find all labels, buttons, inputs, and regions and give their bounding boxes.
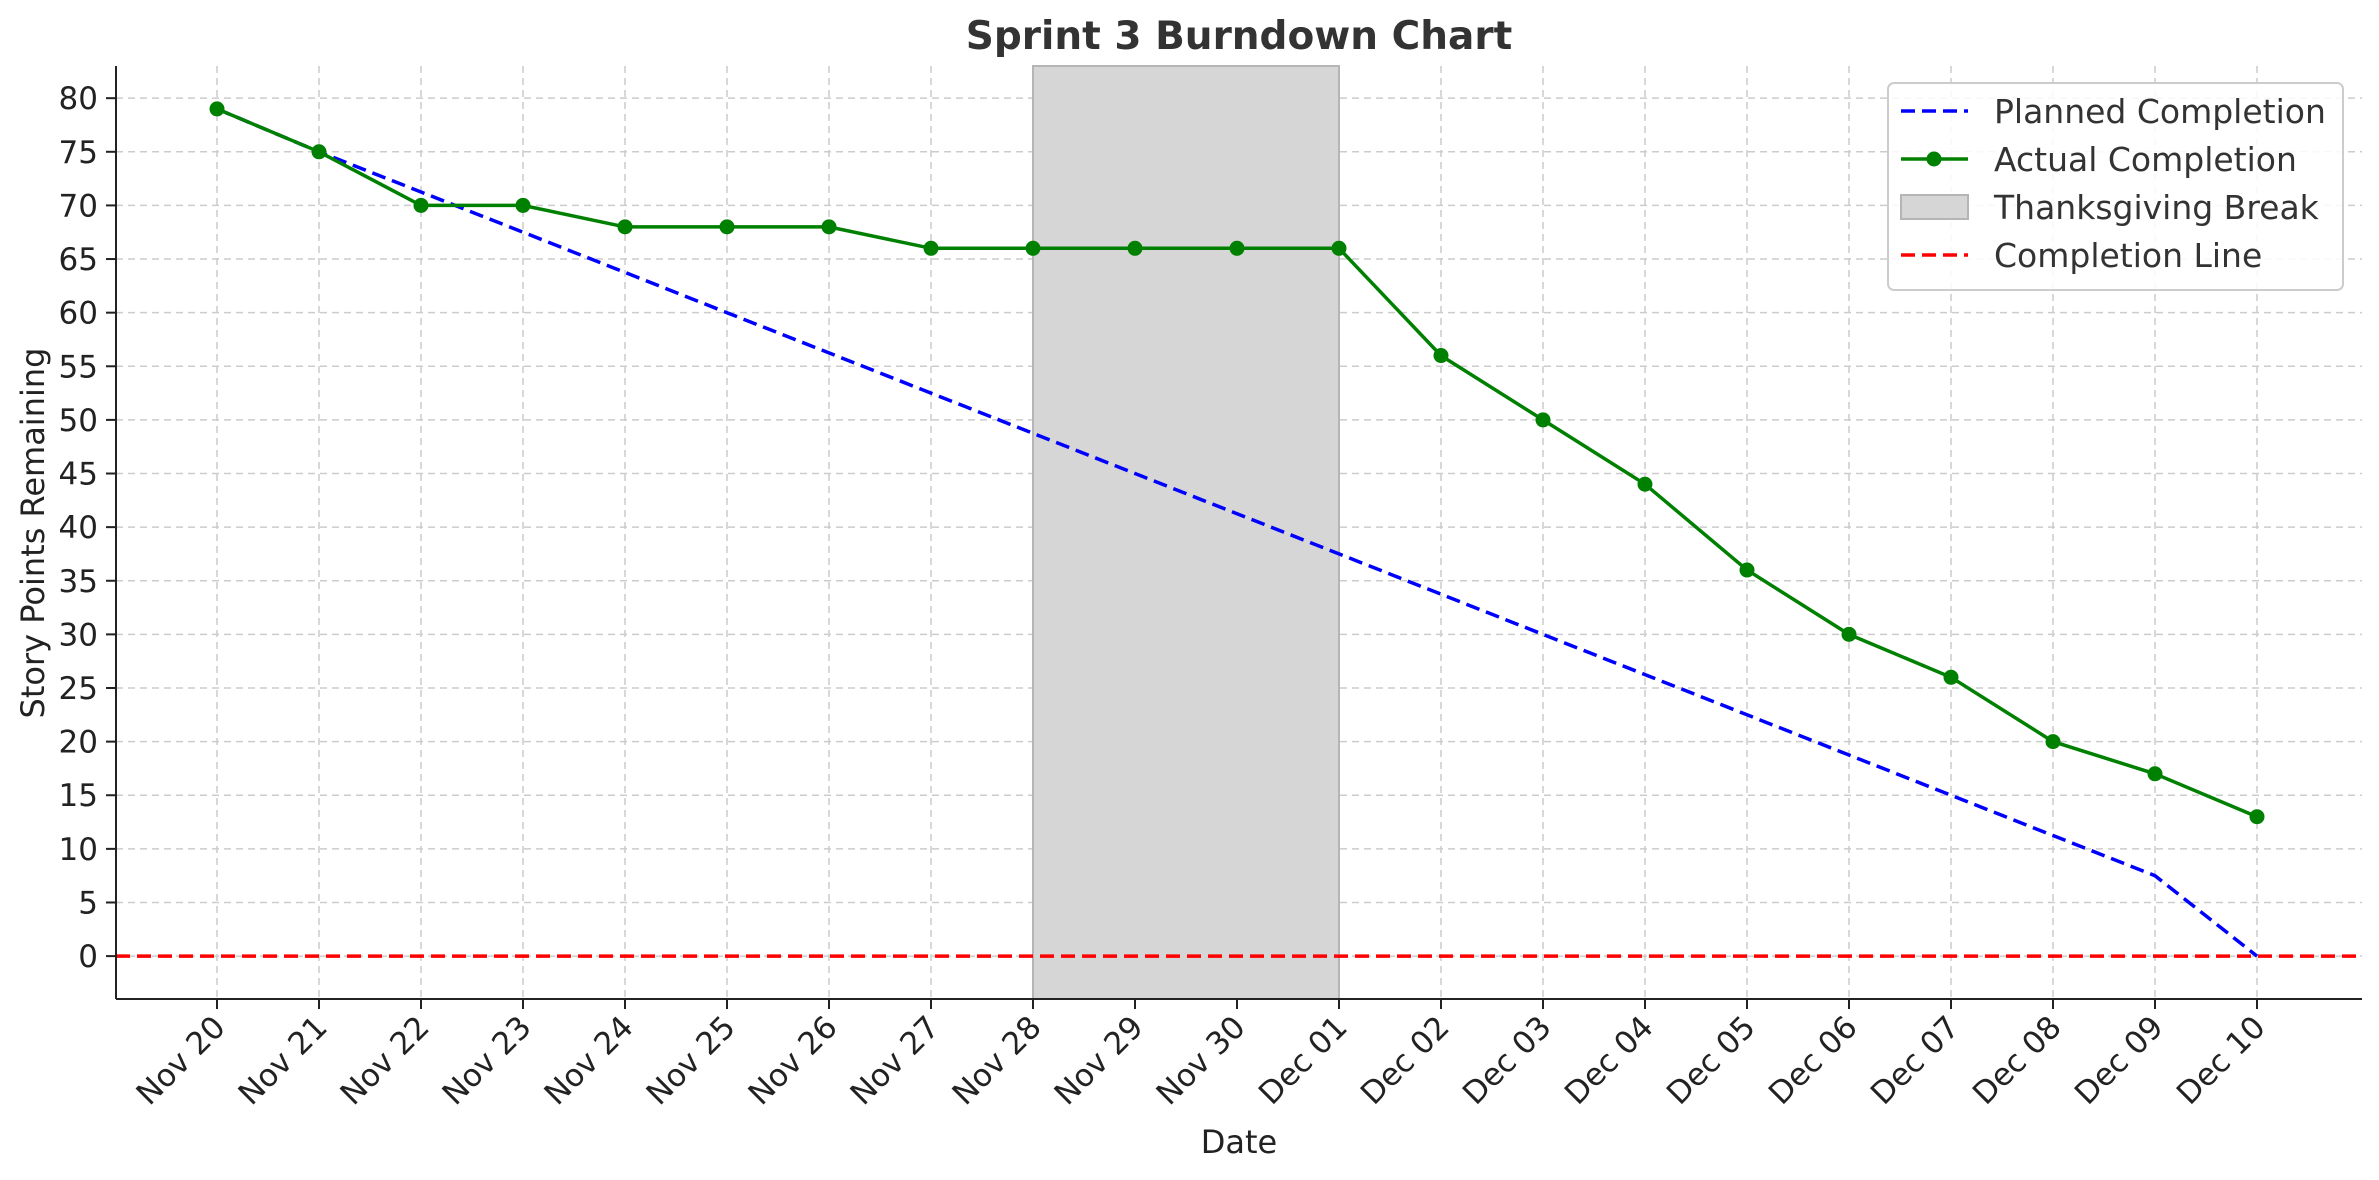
legend-swatch-marker: [1926, 151, 1942, 167]
y-axis-ticks: 0 5 10 15 20 25 30 35 40 45 50 55 60 65 70 75 80: [59, 81, 116, 975]
x-tick-label: Nov 29: [1048, 1009, 1151, 1112]
x-tick-label: Nov 23: [436, 1009, 539, 1112]
x-tick-label: Dec 05: [1660, 1009, 1763, 1112]
x-tick-label: Nov 24: [538, 1009, 641, 1112]
x-tick-label: Dec 02: [1354, 1009, 1457, 1112]
y-tick-label: 5: [78, 885, 98, 921]
x-tick-label: Dec 04: [1558, 1009, 1661, 1112]
planned-completion-line: [216, 107, 2259, 958]
legend-item-thanksgiving: Thanksgiving Break: [1900, 188, 2320, 227]
actual-completion-point: [617, 219, 633, 235]
actual-completion-point: [1127, 240, 1143, 256]
chart-title: Sprint 3 Burndown Chart: [966, 14, 1512, 59]
actual-completion-point: [1025, 240, 1041, 256]
legend: Planned Completion Actual Completion Thank…: [1887, 82, 2344, 291]
y-tick-label: 15: [59, 778, 98, 814]
actual-completion-point: [1841, 626, 1857, 642]
x-tick-label: Dec 08: [1966, 1009, 2069, 1112]
y-tick-label: 45: [59, 457, 98, 493]
y-tick-label: 65: [59, 242, 98, 278]
actual-completion-point: [1637, 476, 1653, 492]
x-tick-label: Nov 25: [640, 1009, 743, 1112]
x-tick-label: Nov 27: [844, 1009, 947, 1112]
x-tick-label: Nov 20: [130, 1009, 233, 1112]
actual-completion-point: [311, 144, 327, 160]
y-tick-label: 75: [59, 135, 98, 171]
shaded-region-thanksgiving: [1032, 65, 1340, 1000]
legend-item-planned: Planned Completion: [1901, 92, 2326, 131]
x-tick-label: Dec 01: [1252, 1009, 1355, 1112]
actual-completion-point: [413, 197, 429, 213]
x-tick-label: Dec 06: [1762, 1009, 1865, 1112]
y-tick-label: 80: [59, 81, 98, 117]
actual-completion-point: [2249, 809, 2265, 825]
legend-label: Thanksgiving Break: [1993, 188, 2320, 227]
actual-completion-point: [515, 197, 531, 213]
x-tick-label: Nov 28: [946, 1009, 1049, 1112]
x-tick-label: Nov 21: [232, 1009, 335, 1112]
y-axis-label: Story Points Remaining: [14, 348, 52, 719]
legend-box: [1887, 82, 2344, 291]
y-tick-label: 25: [59, 671, 98, 707]
y-tick-label: 10: [59, 832, 98, 868]
x-tick-label: Nov 22: [334, 1009, 437, 1112]
actual-completion-point: [209, 101, 225, 117]
y-tick-label: 40: [59, 510, 98, 546]
y-tick-label: 60: [59, 296, 98, 332]
y-tick-label: 55: [59, 349, 98, 385]
x-tick-label: Dec 09: [2068, 1009, 2171, 1112]
actual-completion-point: [821, 219, 837, 235]
actual-completion-point: [2045, 734, 2061, 750]
y-tick-label: 70: [59, 188, 98, 224]
shaded-region-layer: [1032, 65, 1340, 1000]
y-tick-label: 50: [59, 403, 98, 439]
legend-label: Completion Line: [1994, 236, 2262, 275]
x-tick-label: Nov 30: [1150, 1009, 1253, 1112]
y-tick-label: 30: [59, 617, 98, 653]
actual-completion-point: [1535, 412, 1551, 428]
x-tick-label: Dec 07: [1864, 1009, 1967, 1112]
legend-item-completion: Completion Line: [1901, 236, 2262, 275]
actual-completion-point: [1331, 240, 1347, 256]
legend-label: Planned Completion: [1994, 92, 2326, 131]
actual-completion-point: [1433, 348, 1449, 364]
actual-completion-point: [719, 219, 735, 235]
axes: [115, 66, 2362, 1000]
legend-swatch: [1900, 194, 1969, 220]
actual-completion-point: [1229, 240, 1245, 256]
legend-item-actual: Actual Completion: [1901, 140, 2297, 179]
actual-completion-point: [1739, 562, 1755, 578]
x-tick-label: Dec 10: [2170, 1009, 2273, 1112]
y-tick-label: 20: [59, 725, 98, 761]
x-axis-label: Date: [1201, 1123, 1277, 1161]
actual-completion-point: [923, 240, 939, 256]
y-tick-label: 0: [78, 939, 98, 975]
actual-completion-point: [1943, 669, 1959, 685]
series-layer: [116, 101, 2362, 958]
legend-label: Actual Completion: [1994, 140, 2297, 179]
actual-completion-point: [2147, 766, 2163, 782]
x-tick-label: Dec 03: [1456, 1009, 1559, 1112]
x-tick-label: Nov 26: [742, 1009, 845, 1112]
y-tick-label: 35: [59, 564, 98, 600]
